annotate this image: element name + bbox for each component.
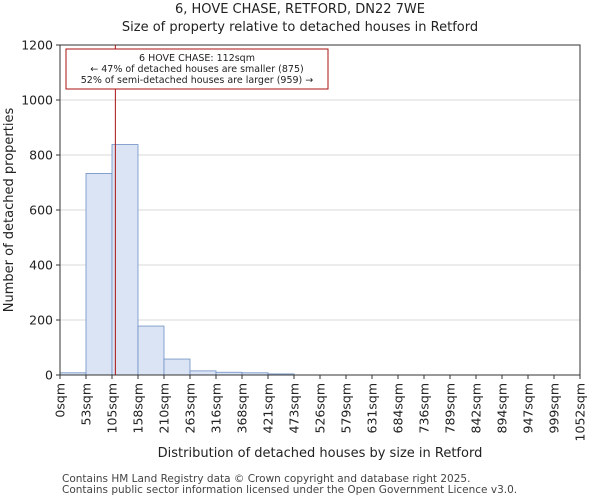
x-tick-label: 158sqm [131,383,146,433]
x-tick-label: 473sqm [287,383,302,433]
x-tick-label: 999sqm [547,383,562,433]
x-tick-label: 421sqm [261,383,276,433]
y-tick-label: 1200 [21,38,53,53]
x-tick-label: 368sqm [235,383,250,433]
y-tick-label: 0 [45,368,53,383]
y-axis-ticks: 0 200 400 600 800 1000 1200 [21,38,60,383]
annotation-box: 6 HOVE CHASE: 112sqm ← 47% of detached h… [65,48,329,90]
x-tick-label: 947sqm [521,383,536,433]
plot-frame [59,44,581,376]
y-tick-label: 600 [29,203,53,218]
x-tick-label: 894sqm [495,383,510,433]
x-tick-label: 316sqm [209,383,224,433]
annotation-border [65,48,329,90]
x-tick-label: 263sqm [183,383,198,433]
y-tick-label: 200 [29,313,53,328]
x-tick-label: 526sqm [313,383,328,433]
histogram-bar [111,144,139,376]
histogram-bar [85,173,113,376]
x-axis-title: Distribution of detached houses by size … [158,446,483,461]
x-tick-label: 684sqm [391,383,406,433]
chart-title-line-1: 6, HOVE CHASE, RETFORD, DN22 7WE [175,2,425,17]
histogram-bar [189,370,217,376]
chart-title: 6, HOVE CHASE, RETFORD, DN22 7WE Size of… [122,2,478,35]
bars [59,144,295,376]
x-tick-label: 579sqm [339,383,354,433]
x-axis-ticks: 0sqm 53sqm 105sqm 158sqm 210sqm 263sqm 316sqm 3… [53,375,588,441]
y-tick-label: 800 [29,148,53,163]
x-tick-label: 631sqm [365,383,380,433]
x-tick-label: 842sqm [469,383,484,433]
annotation-line-1: 6 HOVE CHASE: 112sqm [139,53,255,64]
footer-line-1: Contains HM Land Registry data © Crown c… [62,473,471,485]
x-tick-label: 210sqm [157,383,172,433]
x-tick-label: 53sqm [79,383,94,426]
x-tick-label: 789sqm [443,383,458,433]
x-tick-label: 1052sqm [573,383,588,441]
annotation-line-2: ← 47% of detached houses are smaller (87… [90,64,303,75]
x-tick-label: 0sqm [53,383,68,418]
y-axis-title: Number of detached properties [2,108,17,313]
chart-title-line-2: Size of property relative to detached ho… [122,20,478,35]
annotation-line-3: 52% of semi-detached houses are larger (… [81,75,314,86]
x-tick-label: 736sqm [417,383,432,433]
y-tick-label: 1000 [21,93,53,108]
x-tick-label: 105sqm [105,383,120,433]
y-tick-label: 400 [29,258,53,273]
footer-line-2: Contains public sector information licen… [62,484,518,496]
histogram-bar [137,325,165,376]
histogram-bar [163,358,191,376]
